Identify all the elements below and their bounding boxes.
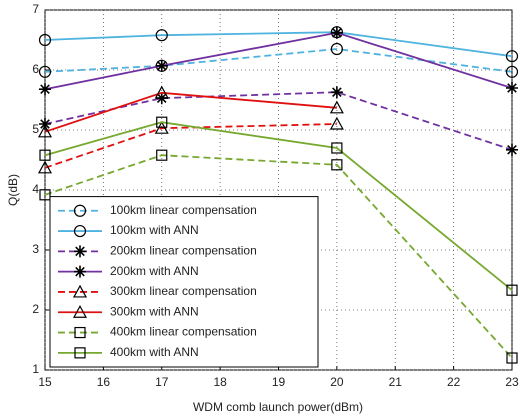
series-line [44, 31, 513, 91]
marker [39, 149, 51, 161]
marker [39, 189, 51, 201]
legend-marker [74, 265, 86, 278]
x-tick-label: 17 [155, 375, 169, 389]
marker [38, 33, 52, 47]
legend: 100km linear compensation 100km with ANN 2… [49, 196, 319, 368]
marker [505, 65, 519, 78]
x-tick-label: 18 [213, 375, 227, 389]
x-tick-label: 21 [389, 375, 403, 389]
legend-marker [72, 284, 88, 298]
series-line [44, 121, 513, 291]
marker [330, 86, 343, 99]
legend-marker [74, 347, 86, 359]
legend-label: 100km with ANN [110, 223, 199, 237]
legend-marker [74, 245, 86, 258]
legend-label: 400km with ANN [110, 345, 199, 359]
series-line [44, 154, 513, 359]
y-tick-label: 2 [32, 302, 39, 316]
marker [506, 284, 518, 296]
legend-marker [73, 224, 87, 238]
marker [329, 116, 344, 130]
marker [39, 83, 51, 96]
legend-marker [73, 204, 87, 217]
series-line [44, 48, 513, 73]
y-tick-label: 4 [32, 182, 39, 196]
marker [38, 65, 52, 78]
legend-marker [72, 304, 88, 318]
marker [329, 100, 344, 114]
legend-label: 300km linear compensation [110, 284, 257, 298]
x-tick-label: 23 [505, 375, 519, 389]
legend-label: 300km with ANN [110, 304, 199, 318]
marker [156, 149, 168, 161]
marker [331, 159, 343, 171]
marker [506, 352, 518, 364]
legend-box [49, 196, 319, 368]
x-tick-label: 16 [97, 375, 111, 389]
marker [330, 42, 343, 56]
marker [330, 26, 343, 39]
marker [37, 160, 53, 174]
y-tick-label: 5 [32, 122, 39, 136]
marker [155, 59, 168, 72]
marker [155, 29, 168, 42]
y-tick-label: 6 [32, 62, 39, 76]
legend-label: 200km linear compensation [110, 244, 257, 258]
series-line [44, 31, 513, 58]
y-tick-label: 3 [32, 242, 39, 256]
x-tick-label: 19 [272, 375, 286, 389]
x-tick-label: 15 [38, 375, 52, 389]
legend-label: 400km linear compensation [110, 325, 257, 339]
marker [505, 50, 519, 63]
series-line [44, 91, 513, 151]
y-tick-label: 1 [32, 362, 39, 376]
x-tick-label: 20 [330, 375, 344, 389]
legend-label: 100km linear compensation [110, 203, 257, 217]
legend-label: 200km with ANN [110, 264, 199, 278]
x-tick-label: 22 [447, 375, 461, 389]
marker [156, 116, 168, 128]
y-axis-label: Q(dB) [6, 174, 20, 206]
x-axis-label: WDM comb launch power(dBm) [193, 400, 363, 414]
marker [331, 142, 343, 154]
y-tick-label: 7 [32, 2, 39, 16]
series-line [44, 123, 337, 169]
series-line [44, 91, 337, 133]
marker [506, 82, 518, 94]
legend-marker [74, 326, 86, 339]
marker [154, 85, 169, 99]
marker [39, 118, 51, 130]
marker [506, 143, 518, 156]
marker [37, 124, 53, 138]
